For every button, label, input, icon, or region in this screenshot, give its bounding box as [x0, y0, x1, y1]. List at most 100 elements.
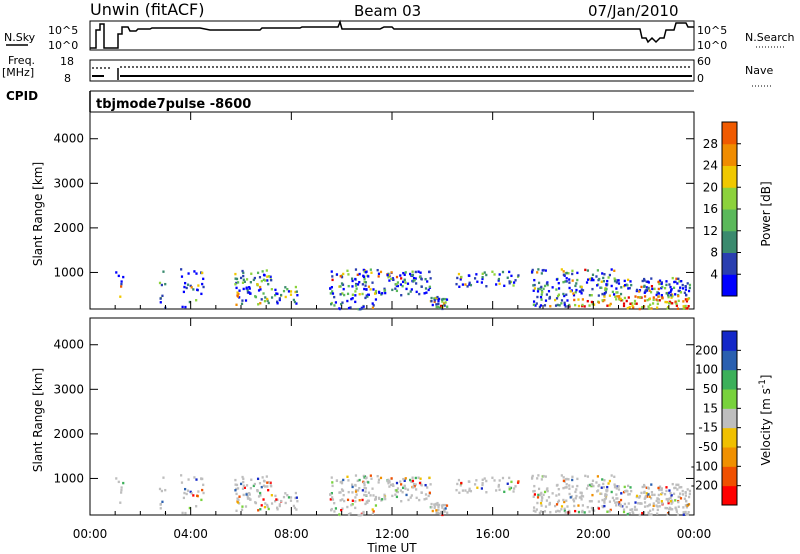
- power-cell: [423, 292, 426, 295]
- power-cell: [264, 279, 267, 282]
- velocity-cell: [572, 500, 576, 503]
- velocity-cell: [533, 493, 536, 496]
- power-cell: [509, 280, 513, 284]
- power-cell: [620, 286, 623, 289]
- velocity-cell: [656, 508, 659, 512]
- power-cell: [428, 270, 431, 274]
- power-cell: [570, 289, 573, 292]
- power-cell: [621, 299, 624, 302]
- power-cell: [357, 307, 360, 311]
- velocity-cell: [606, 510, 609, 513]
- velocity-cell: [558, 510, 561, 513]
- power-cell: [263, 299, 267, 303]
- velocity-cell: [195, 505, 198, 508]
- velocity-cell: [458, 491, 461, 494]
- velocity-cell: [428, 491, 431, 494]
- velocity-cell: [627, 484, 630, 488]
- velocity-cell: [544, 505, 548, 508]
- velocity-cell: [340, 488, 344, 491]
- power-cell: [346, 292, 350, 296]
- velocity-cell: [600, 486, 603, 489]
- velocity-cell: [670, 502, 673, 505]
- velocity-cell: [554, 510, 558, 513]
- velocity-cell: [655, 504, 658, 507]
- power-cell: [485, 285, 488, 288]
- power-cell: [540, 285, 543, 289]
- velocity-cell: [363, 483, 366, 487]
- power-cell: [363, 270, 366, 273]
- colorbar-swatch: [722, 331, 737, 351]
- power-cell: [351, 279, 354, 283]
- power-cell: [627, 287, 630, 290]
- power-cell: [455, 282, 458, 286]
- velocity-cell: [678, 486, 681, 489]
- velocity-cell: [183, 491, 186, 495]
- velocity-cell: [330, 491, 333, 495]
- velocity-cell: [270, 494, 273, 497]
- velocity-cell: [619, 498, 623, 502]
- velocity-cell: [120, 488, 123, 492]
- velocity-cell: [556, 500, 560, 504]
- time-xlabel: Time UT: [366, 541, 417, 554]
- power-cell: [598, 277, 601, 281]
- velocity-cell: [238, 495, 241, 498]
- power-cell: [361, 307, 364, 310]
- velocity-cell: [201, 477, 204, 481]
- power-cell: [575, 288, 578, 292]
- power-cell: [560, 302, 563, 305]
- velocity-colorbar-label-suffix: ]: [759, 375, 773, 380]
- velocity-cell: [383, 495, 386, 498]
- velocity-cell: [357, 513, 360, 517]
- power-cell: [656, 302, 659, 306]
- velocity-cell: [627, 502, 630, 505]
- power-cell: [531, 270, 534, 273]
- velocity-cell: [674, 506, 677, 509]
- velocity-cell: [643, 491, 646, 494]
- velocity-cell: [574, 490, 577, 494]
- velocity-cell: [329, 498, 332, 501]
- velocity-cell: [626, 512, 629, 516]
- power-cell: [687, 297, 691, 300]
- power-cell: [565, 293, 568, 296]
- power-cell: [556, 303, 559, 307]
- velocity-cell: [564, 511, 567, 514]
- velocity-cell: [158, 487, 162, 491]
- velocity-cell: [286, 493, 289, 497]
- power-cell: [614, 295, 617, 298]
- velocity-cell: [580, 494, 583, 497]
- power-cell: [331, 278, 334, 282]
- velocity-cell: [481, 481, 484, 485]
- power-cell: [481, 277, 484, 281]
- power-cell: [351, 297, 354, 300]
- velocity-cell: [236, 500, 239, 503]
- velocity-cell: [650, 483, 653, 486]
- colorbar-tick-label: 24: [703, 159, 718, 173]
- colorbar-swatch: [722, 485, 737, 506]
- power-cell: [665, 292, 668, 295]
- power-cell: [395, 275, 399, 279]
- power-cell: [409, 290, 412, 293]
- power-cell: [542, 287, 545, 291]
- velocity-cell: [466, 491, 469, 494]
- velocity-cell: [638, 495, 642, 498]
- velocity-cell: [276, 508, 279, 511]
- power-cell: [339, 285, 342, 288]
- velocity-cell: [257, 495, 261, 498]
- velocity-cell: [647, 511, 650, 514]
- power-cell: [686, 282, 689, 285]
- power-cell: [658, 282, 661, 286]
- power-cell: [517, 274, 520, 277]
- power-cell: [563, 301, 566, 305]
- power-cell: [289, 293, 293, 296]
- velocity-cell: [620, 505, 623, 508]
- power-cell: [595, 275, 598, 278]
- power-cell: [637, 296, 640, 299]
- nave-label: Nave: [745, 64, 773, 77]
- power-cell: [236, 291, 239, 294]
- velocity-cell: [653, 493, 656, 497]
- power-cell: [334, 301, 338, 304]
- power-cell: [534, 304, 537, 307]
- power-cell: [161, 294, 164, 298]
- velocity-cell: [241, 505, 244, 508]
- freq-label: Freq.: [8, 54, 35, 67]
